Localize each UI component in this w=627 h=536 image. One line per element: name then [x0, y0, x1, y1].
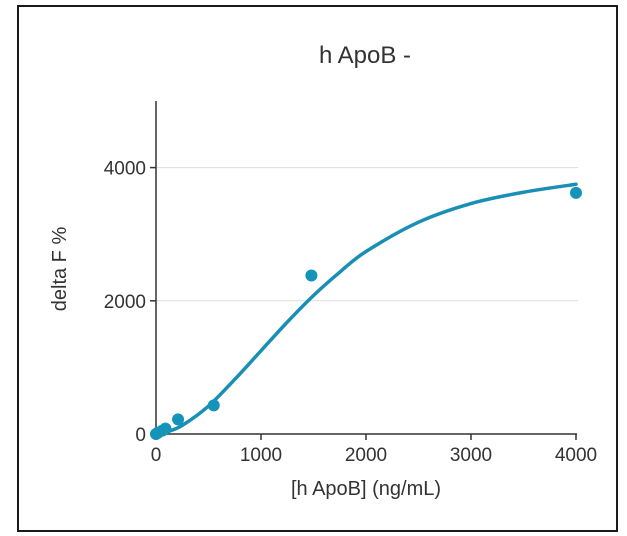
data-point	[570, 186, 582, 199]
fit-curve	[154, 182, 578, 436]
chart-frame: h ApoB - 0 2000 4000 0 1000 2000 3000 4000 [h …	[17, 5, 618, 532]
grid-lines	[156, 167, 578, 302]
y-ticks: 0 2000 4000	[104, 159, 156, 446]
x-axis-label: [h ApoB] (ng/mL)	[291, 478, 441, 500]
data-points	[150, 186, 582, 440]
x-tick-label: 2000	[345, 445, 387, 466]
y-tick-label: 2000	[104, 292, 146, 313]
x-tick-label: 3000	[450, 445, 492, 466]
y-tick-label: 4000	[104, 159, 146, 180]
x-ticks: 0 1000 2000 3000 4000	[151, 434, 597, 466]
x-tick-label: 0	[151, 445, 162, 466]
data-point	[305, 269, 318, 282]
chart-title: h ApoB -	[319, 42, 411, 69]
data-point	[207, 399, 220, 412]
data-point	[159, 422, 172, 435]
x-tick-label: 1000	[240, 445, 282, 466]
y-axis-label: delta F %	[49, 227, 71, 312]
data-point	[172, 413, 185, 426]
axes	[155, 101, 577, 435]
x-tick-label: 4000	[555, 445, 597, 466]
dose-response-chart: h ApoB - 0 2000 4000 0 1000 2000 3000 4000 [h …	[49, 42, 597, 500]
y-tick-label: 0	[135, 425, 146, 446]
